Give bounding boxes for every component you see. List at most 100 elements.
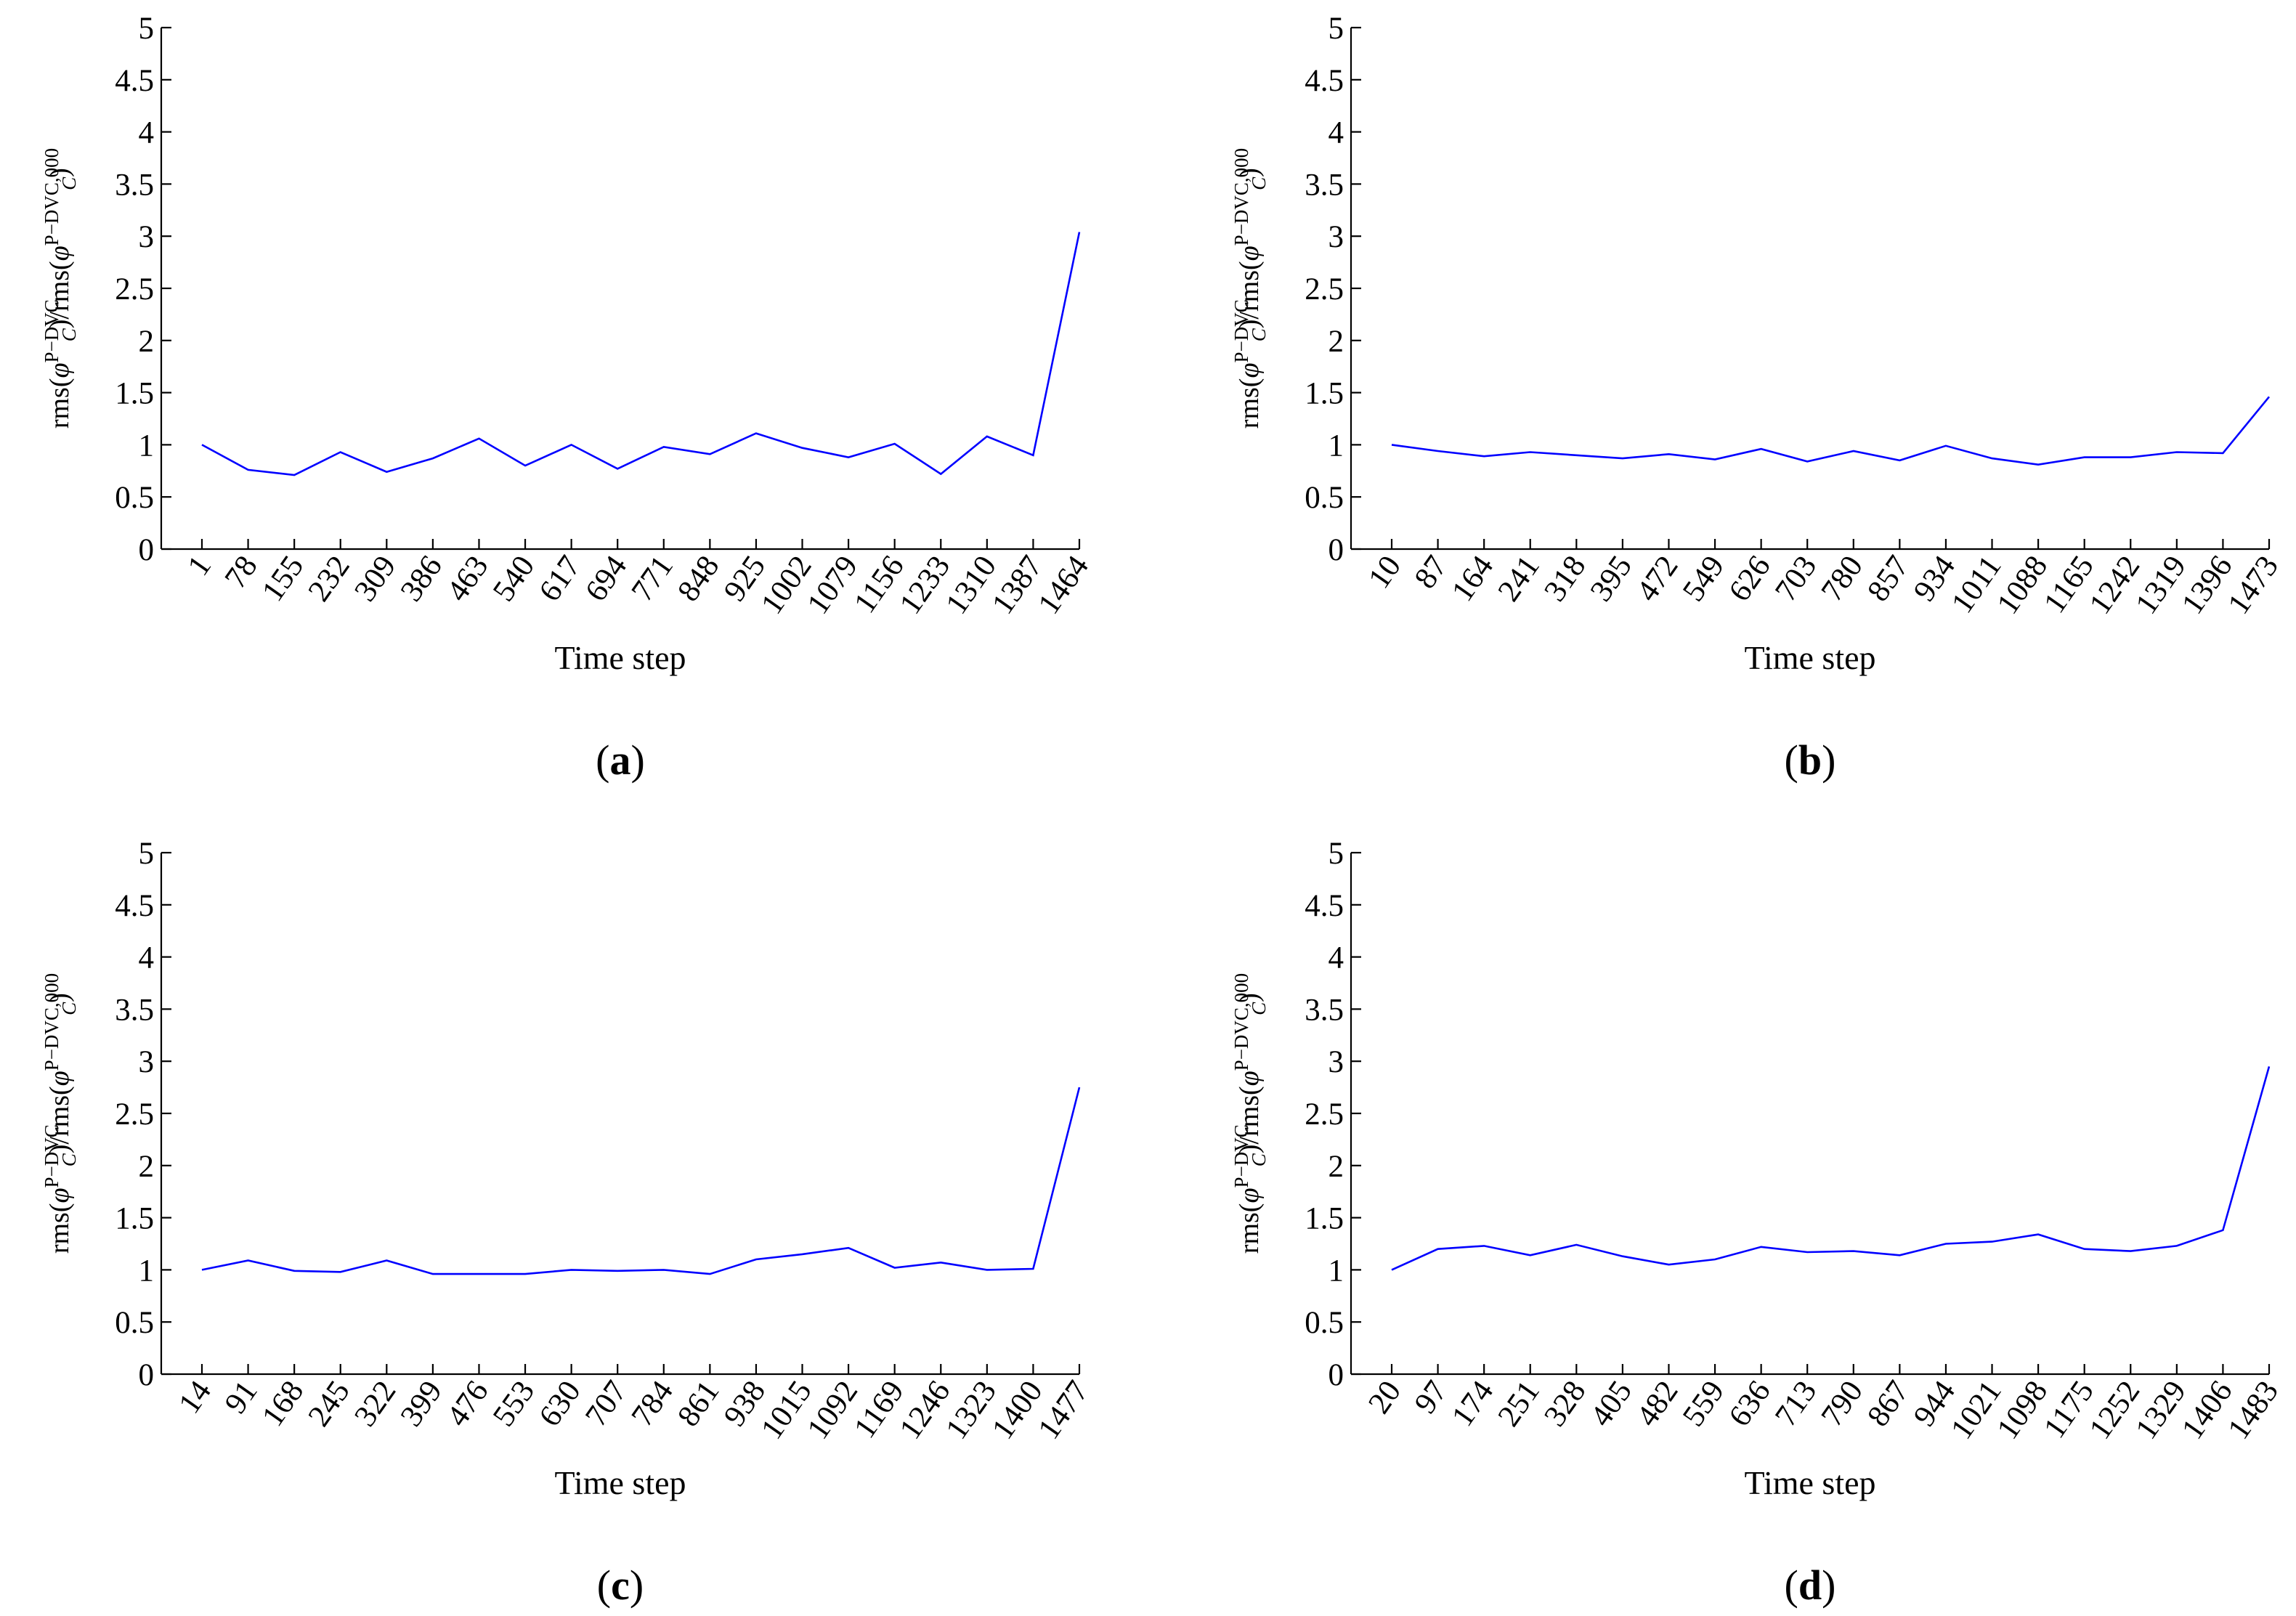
y-axis-label-part: φ bbox=[44, 1187, 75, 1203]
x-tick-label: 1021 bbox=[1944, 1375, 2008, 1445]
y-axis-label-part: rms( bbox=[44, 378, 75, 429]
caption-paren: ) bbox=[1822, 736, 1835, 784]
x-tick-label: 1329 bbox=[2129, 1375, 2193, 1445]
x-tick-label: 1400 bbox=[986, 1375, 1050, 1445]
y-axis-label-part: φ bbox=[44, 362, 75, 378]
x-axis-label: Time step bbox=[554, 1464, 686, 1501]
y-axis-label-part: C bbox=[1248, 1153, 1270, 1166]
x-tick-label: 1233 bbox=[893, 550, 957, 620]
x-tick-label: 395 bbox=[1584, 550, 1639, 608]
x-axis-label: Time step bbox=[1744, 639, 1875, 676]
y-axis-label: rms(φP−DVCC)/rms(φP−DVC,000C) bbox=[41, 148, 80, 429]
x-tick-label: 322 bbox=[348, 1375, 402, 1433]
x-tick-label: 784 bbox=[625, 1375, 679, 1433]
x-tick-label: 20 bbox=[1362, 1375, 1408, 1420]
x-tick-label: 630 bbox=[532, 1375, 587, 1433]
x-tick-label: 482 bbox=[1630, 1375, 1684, 1433]
y-axis-label-part: φ bbox=[1234, 245, 1265, 261]
y-axis-label-part: P−DVC bbox=[41, 299, 62, 362]
y-tick-label: 3.5 bbox=[1305, 168, 1344, 202]
x-tick-label: 549 bbox=[1676, 550, 1731, 608]
y-tick-label: 0.5 bbox=[115, 1306, 154, 1340]
x-tick-label: 476 bbox=[440, 1375, 495, 1433]
x-tick-label: 790 bbox=[1814, 1375, 1869, 1433]
y-tick-label: 2 bbox=[1328, 1150, 1344, 1184]
y-axis-label-part: ) bbox=[1234, 168, 1265, 177]
y-axis-label-part: P−DVC,000 bbox=[41, 973, 62, 1071]
y-tick-label: 4.5 bbox=[1305, 64, 1344, 98]
y-tick-label: 2.5 bbox=[115, 1097, 154, 1132]
y-tick-label: 5 bbox=[139, 12, 155, 46]
y-axis-label-part: P−DVC,000 bbox=[1230, 973, 1252, 1071]
x-tick-label: 626 bbox=[1722, 550, 1777, 608]
x-tick-label: 232 bbox=[301, 550, 356, 608]
x-tick-label: 867 bbox=[1861, 1375, 1915, 1433]
x-tick-label: 1169 bbox=[848, 1375, 911, 1445]
x-tick-label: 1310 bbox=[939, 550, 1003, 620]
x-tick-label: 1477 bbox=[1031, 1375, 1095, 1445]
x-tick-label: 251 bbox=[1491, 1375, 1546, 1433]
y-tick-label: 5 bbox=[139, 837, 155, 871]
x-tick-label: 1156 bbox=[848, 550, 911, 620]
y-axis-label-part: ) bbox=[44, 168, 75, 177]
x-tick-label: 1483 bbox=[2221, 1375, 2285, 1445]
y-tick-label: 2.5 bbox=[1305, 1097, 1344, 1132]
x-tick-label: 713 bbox=[1769, 1375, 1823, 1433]
x-tick-label: 386 bbox=[394, 550, 449, 608]
y-tick-label: 3 bbox=[139, 1045, 155, 1079]
y-tick-label: 0 bbox=[1328, 1358, 1344, 1392]
y-axis-label: rms(φP−DVCC)/rms(φP−DVC,000C) bbox=[1230, 973, 1270, 1254]
x-tick-label: 463 bbox=[440, 550, 495, 608]
x-tick-label: 617 bbox=[532, 550, 587, 608]
caption-paren: ) bbox=[631, 736, 645, 784]
y-tick-label: 1.5 bbox=[1305, 377, 1344, 411]
y-tick-label: 3.5 bbox=[115, 993, 154, 1027]
x-tick-label: 1015 bbox=[755, 1375, 819, 1445]
y-axis-label-part: φ bbox=[44, 1071, 75, 1086]
y-tick-label: 5 bbox=[1328, 12, 1344, 46]
caption-paren: ) bbox=[630, 1562, 644, 1609]
y-axis-label-part: ) bbox=[44, 993, 75, 1002]
x-tick-label: 1 bbox=[181, 550, 218, 582]
y-tick-label: 0.5 bbox=[1305, 481, 1344, 515]
y-tick-label: 0 bbox=[139, 1358, 155, 1392]
y-axis-label-part: φ bbox=[1234, 362, 1265, 378]
y-tick-label: 4.5 bbox=[1305, 889, 1344, 923]
x-tick-label: 399 bbox=[394, 1375, 449, 1433]
caption-paren: ( bbox=[1785, 736, 1798, 784]
x-tick-label: 1011 bbox=[1945, 550, 2008, 620]
x-tick-label: 1387 bbox=[986, 550, 1050, 620]
series-line bbox=[201, 232, 1081, 476]
x-tick-label: 707 bbox=[579, 1375, 633, 1433]
y-axis-label-part: rms( bbox=[44, 1203, 75, 1254]
y-axis-label-part: φ bbox=[1234, 1071, 1265, 1086]
y-axis-label-part: rms( bbox=[1234, 1203, 1265, 1254]
y-tick-label: 4 bbox=[139, 941, 155, 975]
y-tick-label: 3.5 bbox=[115, 168, 154, 202]
y-tick-label: 4.5 bbox=[115, 889, 154, 923]
y-axis-label-part: )/rms( bbox=[44, 1086, 75, 1153]
x-tick-label: 553 bbox=[487, 1375, 541, 1433]
x-tick-label: 241 bbox=[1491, 550, 1546, 608]
y-axis-label-part: C bbox=[1248, 328, 1270, 341]
x-tick-label: 1098 bbox=[1990, 1375, 2054, 1445]
x-tick-label: 861 bbox=[671, 1375, 726, 1433]
y-axis-label-part: )/rms( bbox=[44, 261, 75, 328]
panel-caption: (d) bbox=[1785, 1562, 1836, 1609]
x-tick-label: 245 bbox=[301, 1375, 356, 1433]
y-axis-label-part: φ bbox=[1234, 1187, 1265, 1203]
x-tick-label: 848 bbox=[671, 550, 726, 608]
x-tick-label: 155 bbox=[256, 550, 310, 608]
y-axis-label: rms(φP−DVCC)/rms(φP−DVC,000C) bbox=[41, 973, 80, 1254]
caption-paren: ) bbox=[1822, 1562, 1835, 1609]
x-tick-label: 174 bbox=[1445, 1375, 1500, 1433]
y-axis-label-part: C bbox=[58, 1002, 80, 1015]
caption-paren: ( bbox=[596, 736, 609, 784]
y-tick-label: 3 bbox=[1328, 220, 1344, 254]
x-tick-label: 1246 bbox=[893, 1375, 957, 1445]
x-tick-label: 771 bbox=[625, 550, 679, 608]
y-tick-label: 2.5 bbox=[115, 272, 154, 306]
panel-caption: (c) bbox=[597, 1562, 644, 1609]
